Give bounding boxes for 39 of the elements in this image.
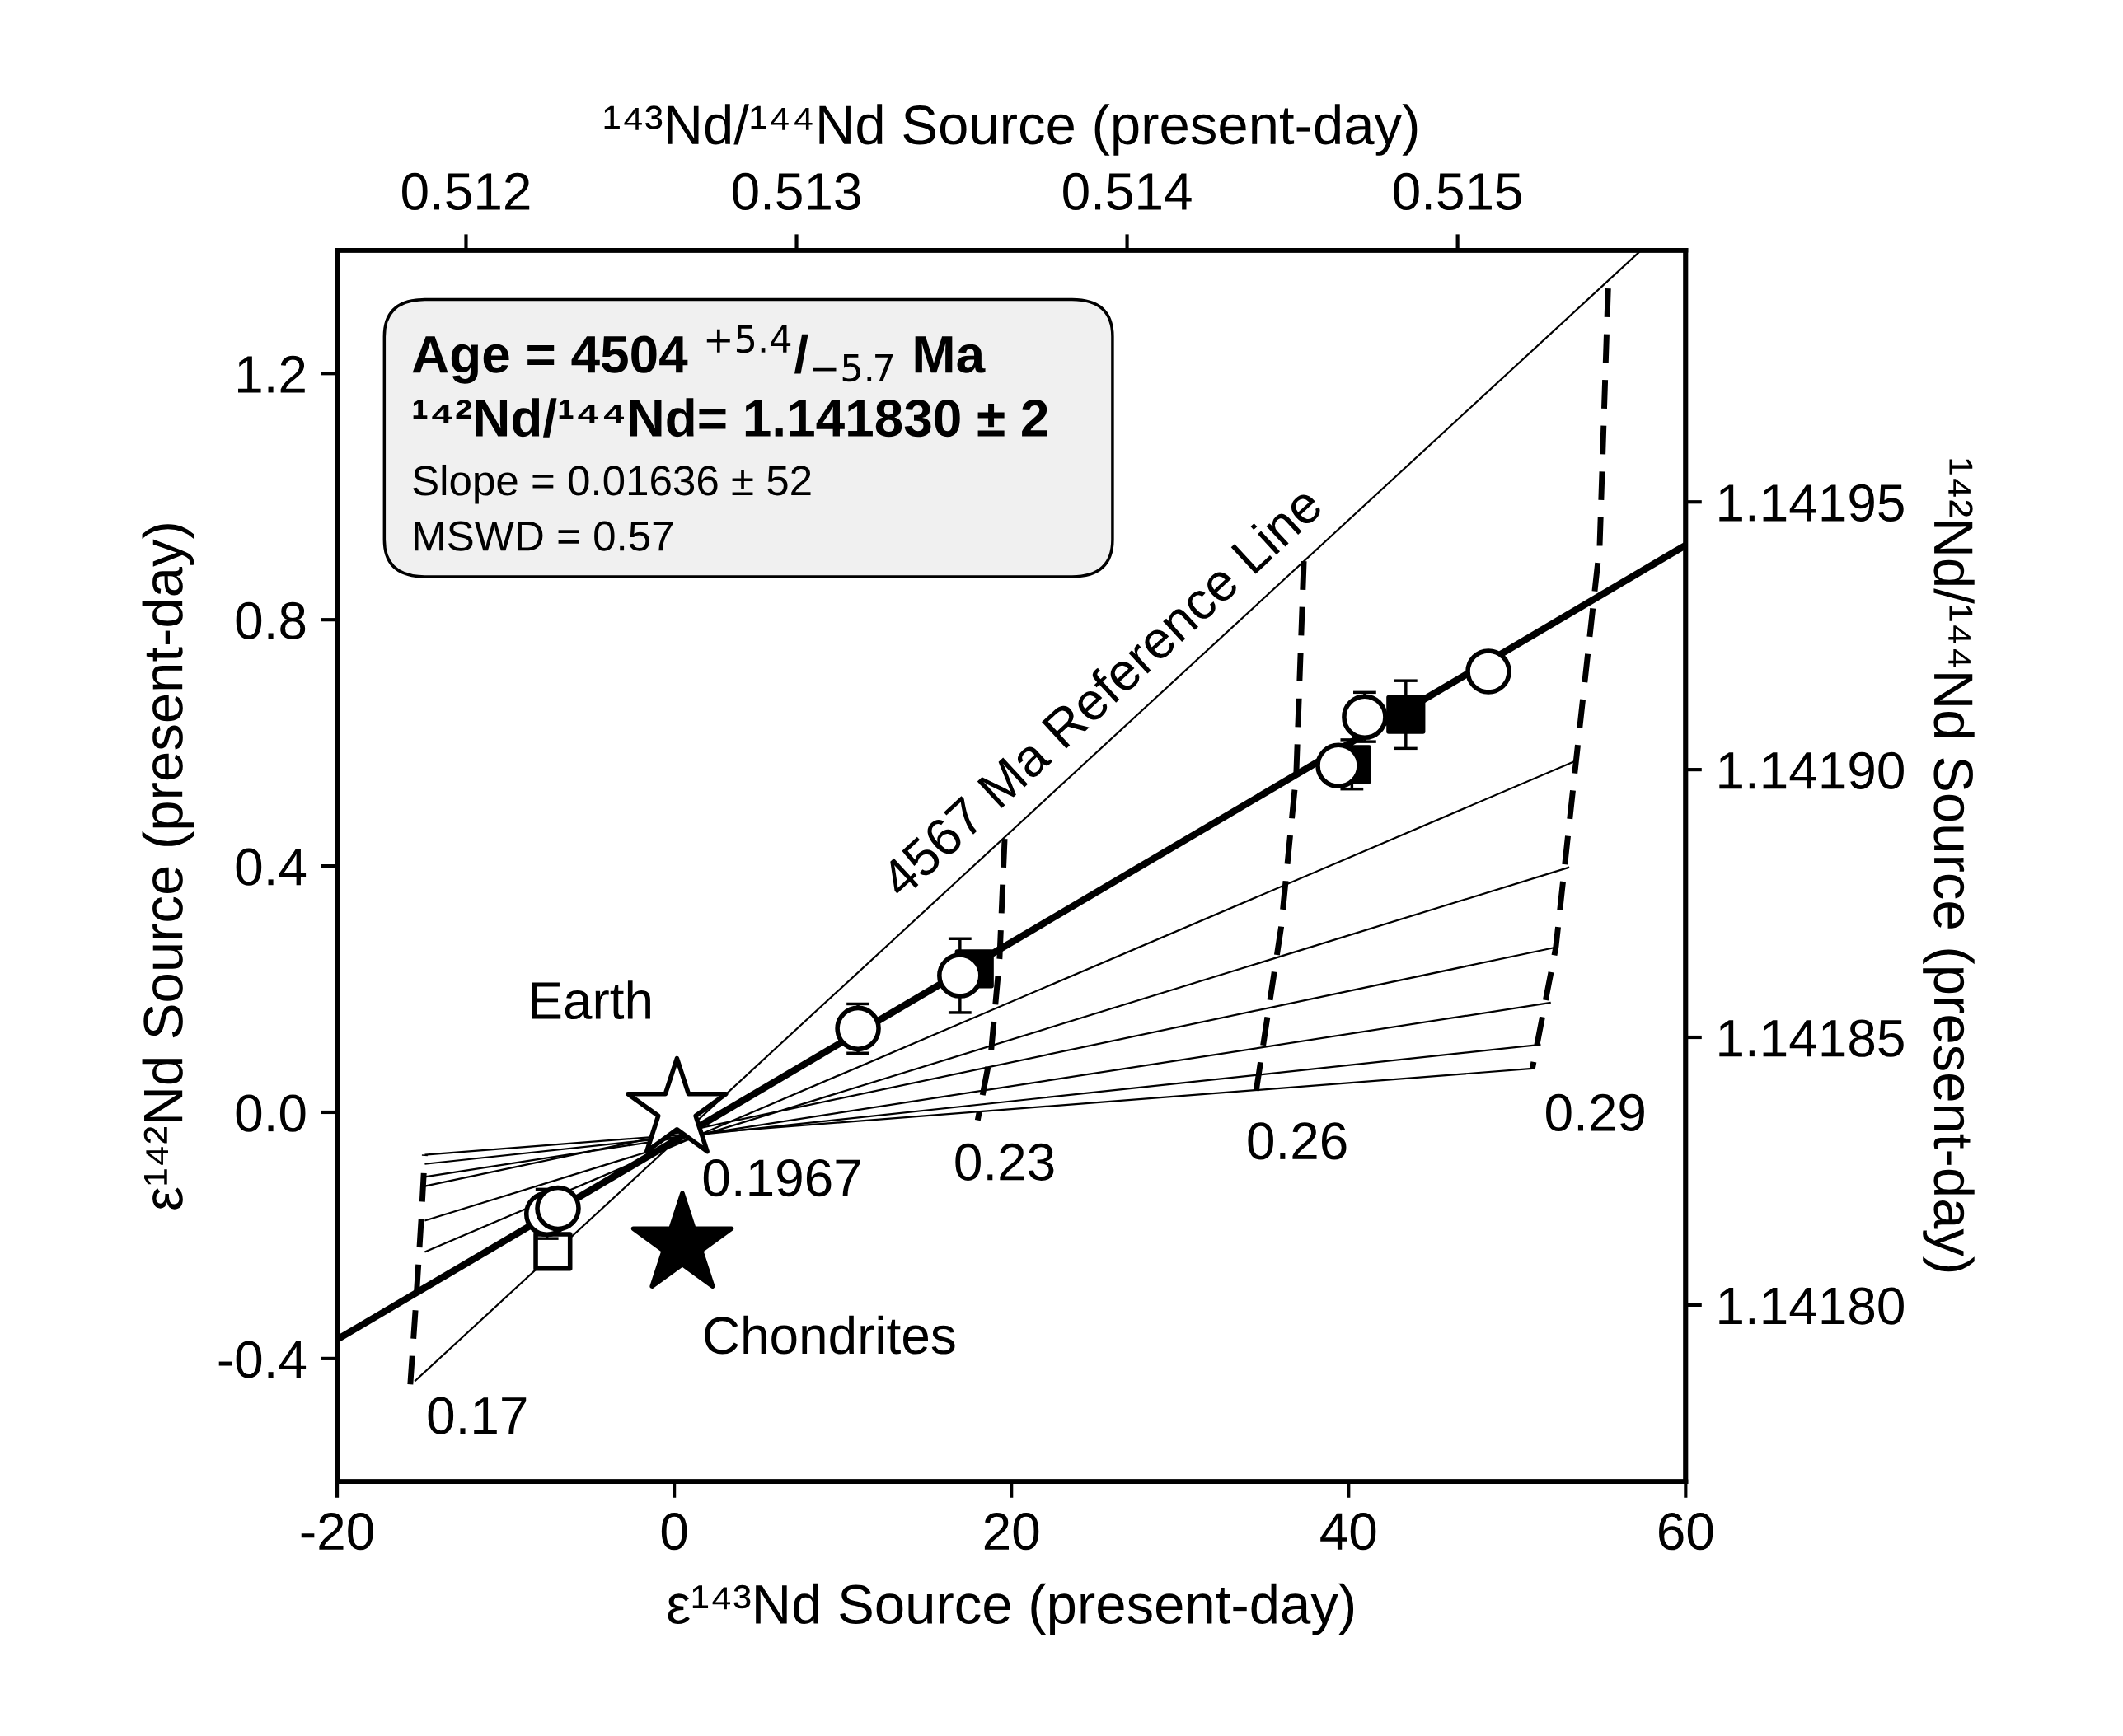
x-tick-label: 20 [984, 1513, 1039, 1551]
x-tick-label: 60 [1659, 1513, 1713, 1551]
x2-tick-label: 0.514 [1063, 172, 1192, 211]
annotation: ¹⁴²Nd/¹⁴⁴Nd= 1.141830 ± 2 [413, 398, 1047, 438]
y-axis-title: ε¹⁴²Nd Source (present-day) [142, 524, 194, 1210]
annotation: MSWD = 0.57 [415, 521, 673, 551]
y2-tick-label: 1.14180 [1719, 1287, 1904, 1325]
annotation: Chondrites [705, 1315, 955, 1355]
x-tick-label: -20 [301, 1513, 373, 1551]
x-axis-title: ε¹⁴³Nd Source (present-day) [668, 1583, 1354, 1635]
y2-axis-title: ¹⁴²Nd/¹⁴⁴Nd Source (present-day) [1923, 459, 1975, 1272]
y2-tick-label: 1.14190 [1719, 751, 1904, 789]
y-tick-label: 0.8 [236, 601, 306, 639]
annotation: 0.17 [428, 1397, 527, 1434]
point [1342, 694, 1388, 741]
annotation: Earth [532, 980, 650, 1020]
annotation: 0.26 [1248, 1122, 1347, 1160]
y2-tick-label: 1.14185 [1719, 1019, 1904, 1057]
point [835, 1005, 881, 1052]
point [533, 1232, 573, 1271]
x2-tick-label: 0.512 [402, 172, 530, 211]
annotation: Slope = 0.01636 ± 52 [413, 464, 811, 504]
point [1465, 648, 1511, 695]
annotation: Age = 4504 $^{+5.4}$/$_{−5.7}$ Ma [412, 325, 986, 384]
y-tick-label: 1.2 [238, 355, 305, 393]
x-tick-label: 0 [661, 1513, 687, 1551]
y-tick-label: -0.4 [218, 1341, 307, 1378]
point [535, 1185, 581, 1232]
point [1386, 695, 1426, 734]
x2-axis-title: ¹⁴³Nd/¹⁴⁴Nd Source (present-day) [604, 104, 1418, 156]
annotation: 0.23 [955, 1143, 1054, 1181]
x-tick-label: 40 [1320, 1513, 1376, 1551]
y2-tick-label: 1.14195 [1719, 484, 1904, 522]
annotation: 0.1967 [703, 1159, 860, 1197]
y-tick-label: 0.4 [236, 848, 307, 886]
x2-tick-label: 0.515 [1394, 172, 1521, 211]
annotation: 0.29 [1546, 1093, 1644, 1132]
x2-tick-label: 0.513 [733, 172, 860, 211]
y-tick-label: 0.0 [236, 1094, 306, 1132]
